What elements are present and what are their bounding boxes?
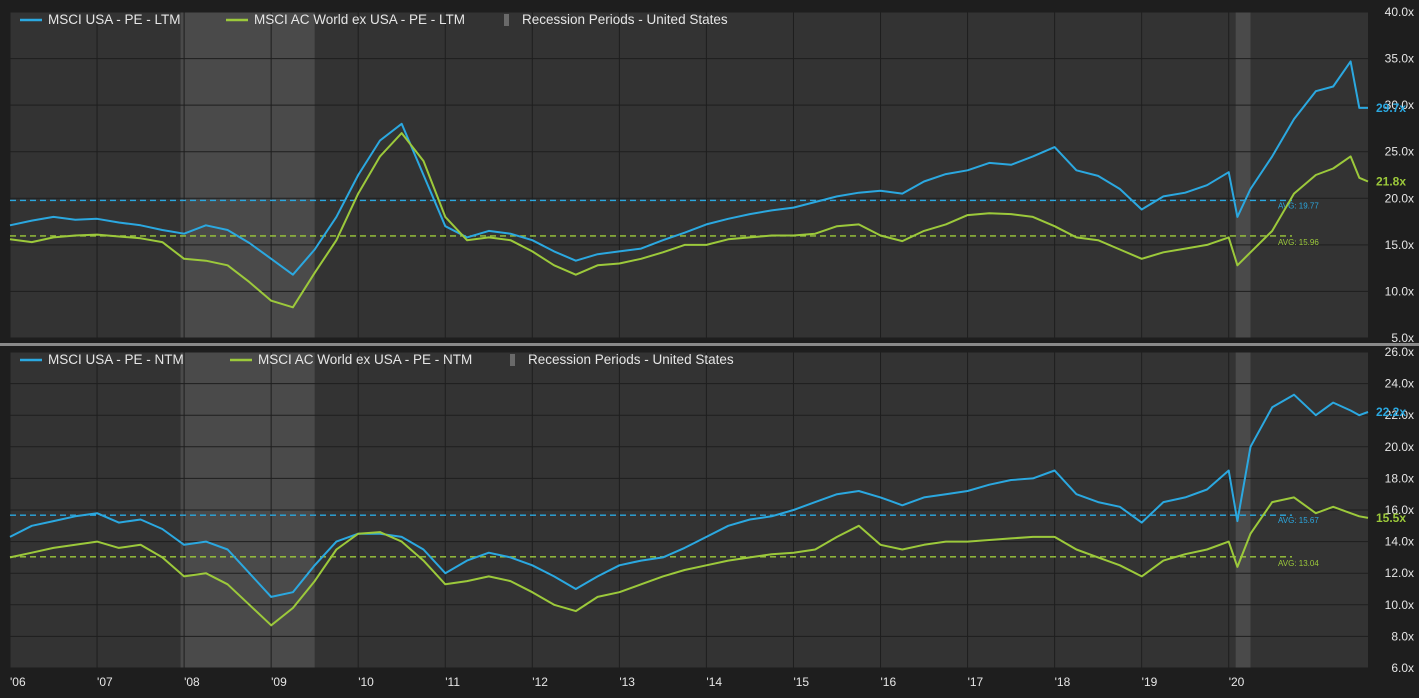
y-tick-label: 20.0x <box>1385 191 1414 205</box>
panel-divider <box>0 343 1419 346</box>
y-tick-label: 14.0x <box>1385 535 1414 549</box>
y-tick-label: 10.0x <box>1385 598 1414 612</box>
legend-swatch <box>504 14 509 26</box>
x-tick-label: '19 <box>1142 675 1158 689</box>
y-tick-label: 8.0x <box>1391 629 1414 643</box>
x-tick-label: '16 <box>881 675 897 689</box>
legend-swatch <box>510 354 515 366</box>
series-line-usa <box>9 60 1368 276</box>
recession-band <box>1235 12 1251 338</box>
legend-item: MSCI USA - PE - LTM <box>48 12 181 27</box>
x-tick-label: '08 <box>184 675 200 689</box>
series-line-usa <box>9 393 1369 598</box>
y-tick-label: 16.0x <box>1385 503 1414 517</box>
y-tick-label: 20.0x <box>1385 440 1414 454</box>
y-tick-label: 10.0x <box>1385 284 1414 298</box>
legend-item: MSCI AC World ex USA - PE - NTM <box>258 352 472 367</box>
y-tick-label: 30.0x <box>1385 98 1414 112</box>
x-tick-label: '06 <box>10 675 26 689</box>
y-tick-label: 22.0x <box>1385 408 1414 422</box>
x-tick-label: '09 <box>271 675 287 689</box>
x-tick-label: '10 <box>358 675 374 689</box>
x-tick-label: '07 <box>97 675 113 689</box>
x-tick-label: '15 <box>793 675 809 689</box>
x-tick-label: '18 <box>1055 675 1071 689</box>
x-tick-label: '20 <box>1229 675 1245 689</box>
y-tick-label: 25.0x <box>1385 145 1414 159</box>
chart-panel-2: 6.0x 8.0x 10.0x 12.0x 14.0x 16.0x 18.0x 20.0x 22… <box>9 345 1414 675</box>
chart-panel-1: 5.0x 10.0x 15.0x 20.0x 25.0x 30.0x 35.0x 40.0x A… <box>9 5 1414 345</box>
y-tick-label: 12.0x <box>1385 566 1414 580</box>
x-tick-label: '13 <box>619 675 635 689</box>
y-tick-label: 26.0x <box>1385 345 1414 359</box>
average-label: AVG: 15.67 <box>1278 516 1319 525</box>
y-tick-label: 24.0x <box>1385 377 1414 391</box>
legend-item: MSCI USA - PE - NTM <box>48 352 184 367</box>
last-value-label: 29.7x <box>1376 101 1406 115</box>
average-label: AVG: 13.04 <box>1278 559 1319 568</box>
x-tick-label: '12 <box>532 675 548 689</box>
y-tick-label: 5.0x <box>1391 331 1414 345</box>
legend-item: MSCI AC World ex USA - PE - LTM <box>254 12 465 27</box>
last-value-label: 15.5x <box>1376 511 1406 525</box>
series-line-world-ex-usa <box>9 496 1369 627</box>
average-label: AVG: 15.96 <box>1278 238 1319 247</box>
recession-band <box>180 12 315 338</box>
legend: MSCI USA - PE - LTM MSCI AC World ex USA … <box>20 12 728 27</box>
y-tick-label: 40.0x <box>1385 5 1414 19</box>
last-value-label: 21.8x <box>1376 175 1406 189</box>
x-tick-label: '17 <box>968 675 984 689</box>
y-tick-label: 35.0x <box>1385 52 1414 66</box>
y-tick-label: 15.0x <box>1385 238 1414 252</box>
y-tick-label: 6.0x <box>1391 661 1414 675</box>
x-tick-label: '11 <box>445 675 460 689</box>
legend-item: Recession Periods - United States <box>528 352 734 367</box>
x-tick-label: '14 <box>706 675 722 689</box>
legend: MSCI USA - PE - NTM MSCI AC World ex USA … <box>20 352 734 367</box>
y-tick-label: 18.0x <box>1385 471 1414 485</box>
average-label: AVG: 19.77 <box>1278 201 1319 210</box>
last-value-label: 22.2x <box>1376 405 1406 419</box>
series-line-world-ex-usa <box>9 132 1369 309</box>
legend-item: Recession Periods - United States <box>522 12 728 27</box>
